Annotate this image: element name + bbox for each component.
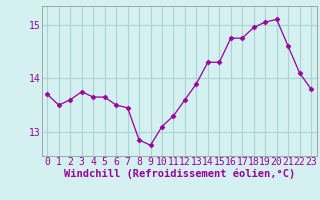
X-axis label: Windchill (Refroidissement éolien,°C): Windchill (Refroidissement éolien,°C) xyxy=(64,169,295,179)
